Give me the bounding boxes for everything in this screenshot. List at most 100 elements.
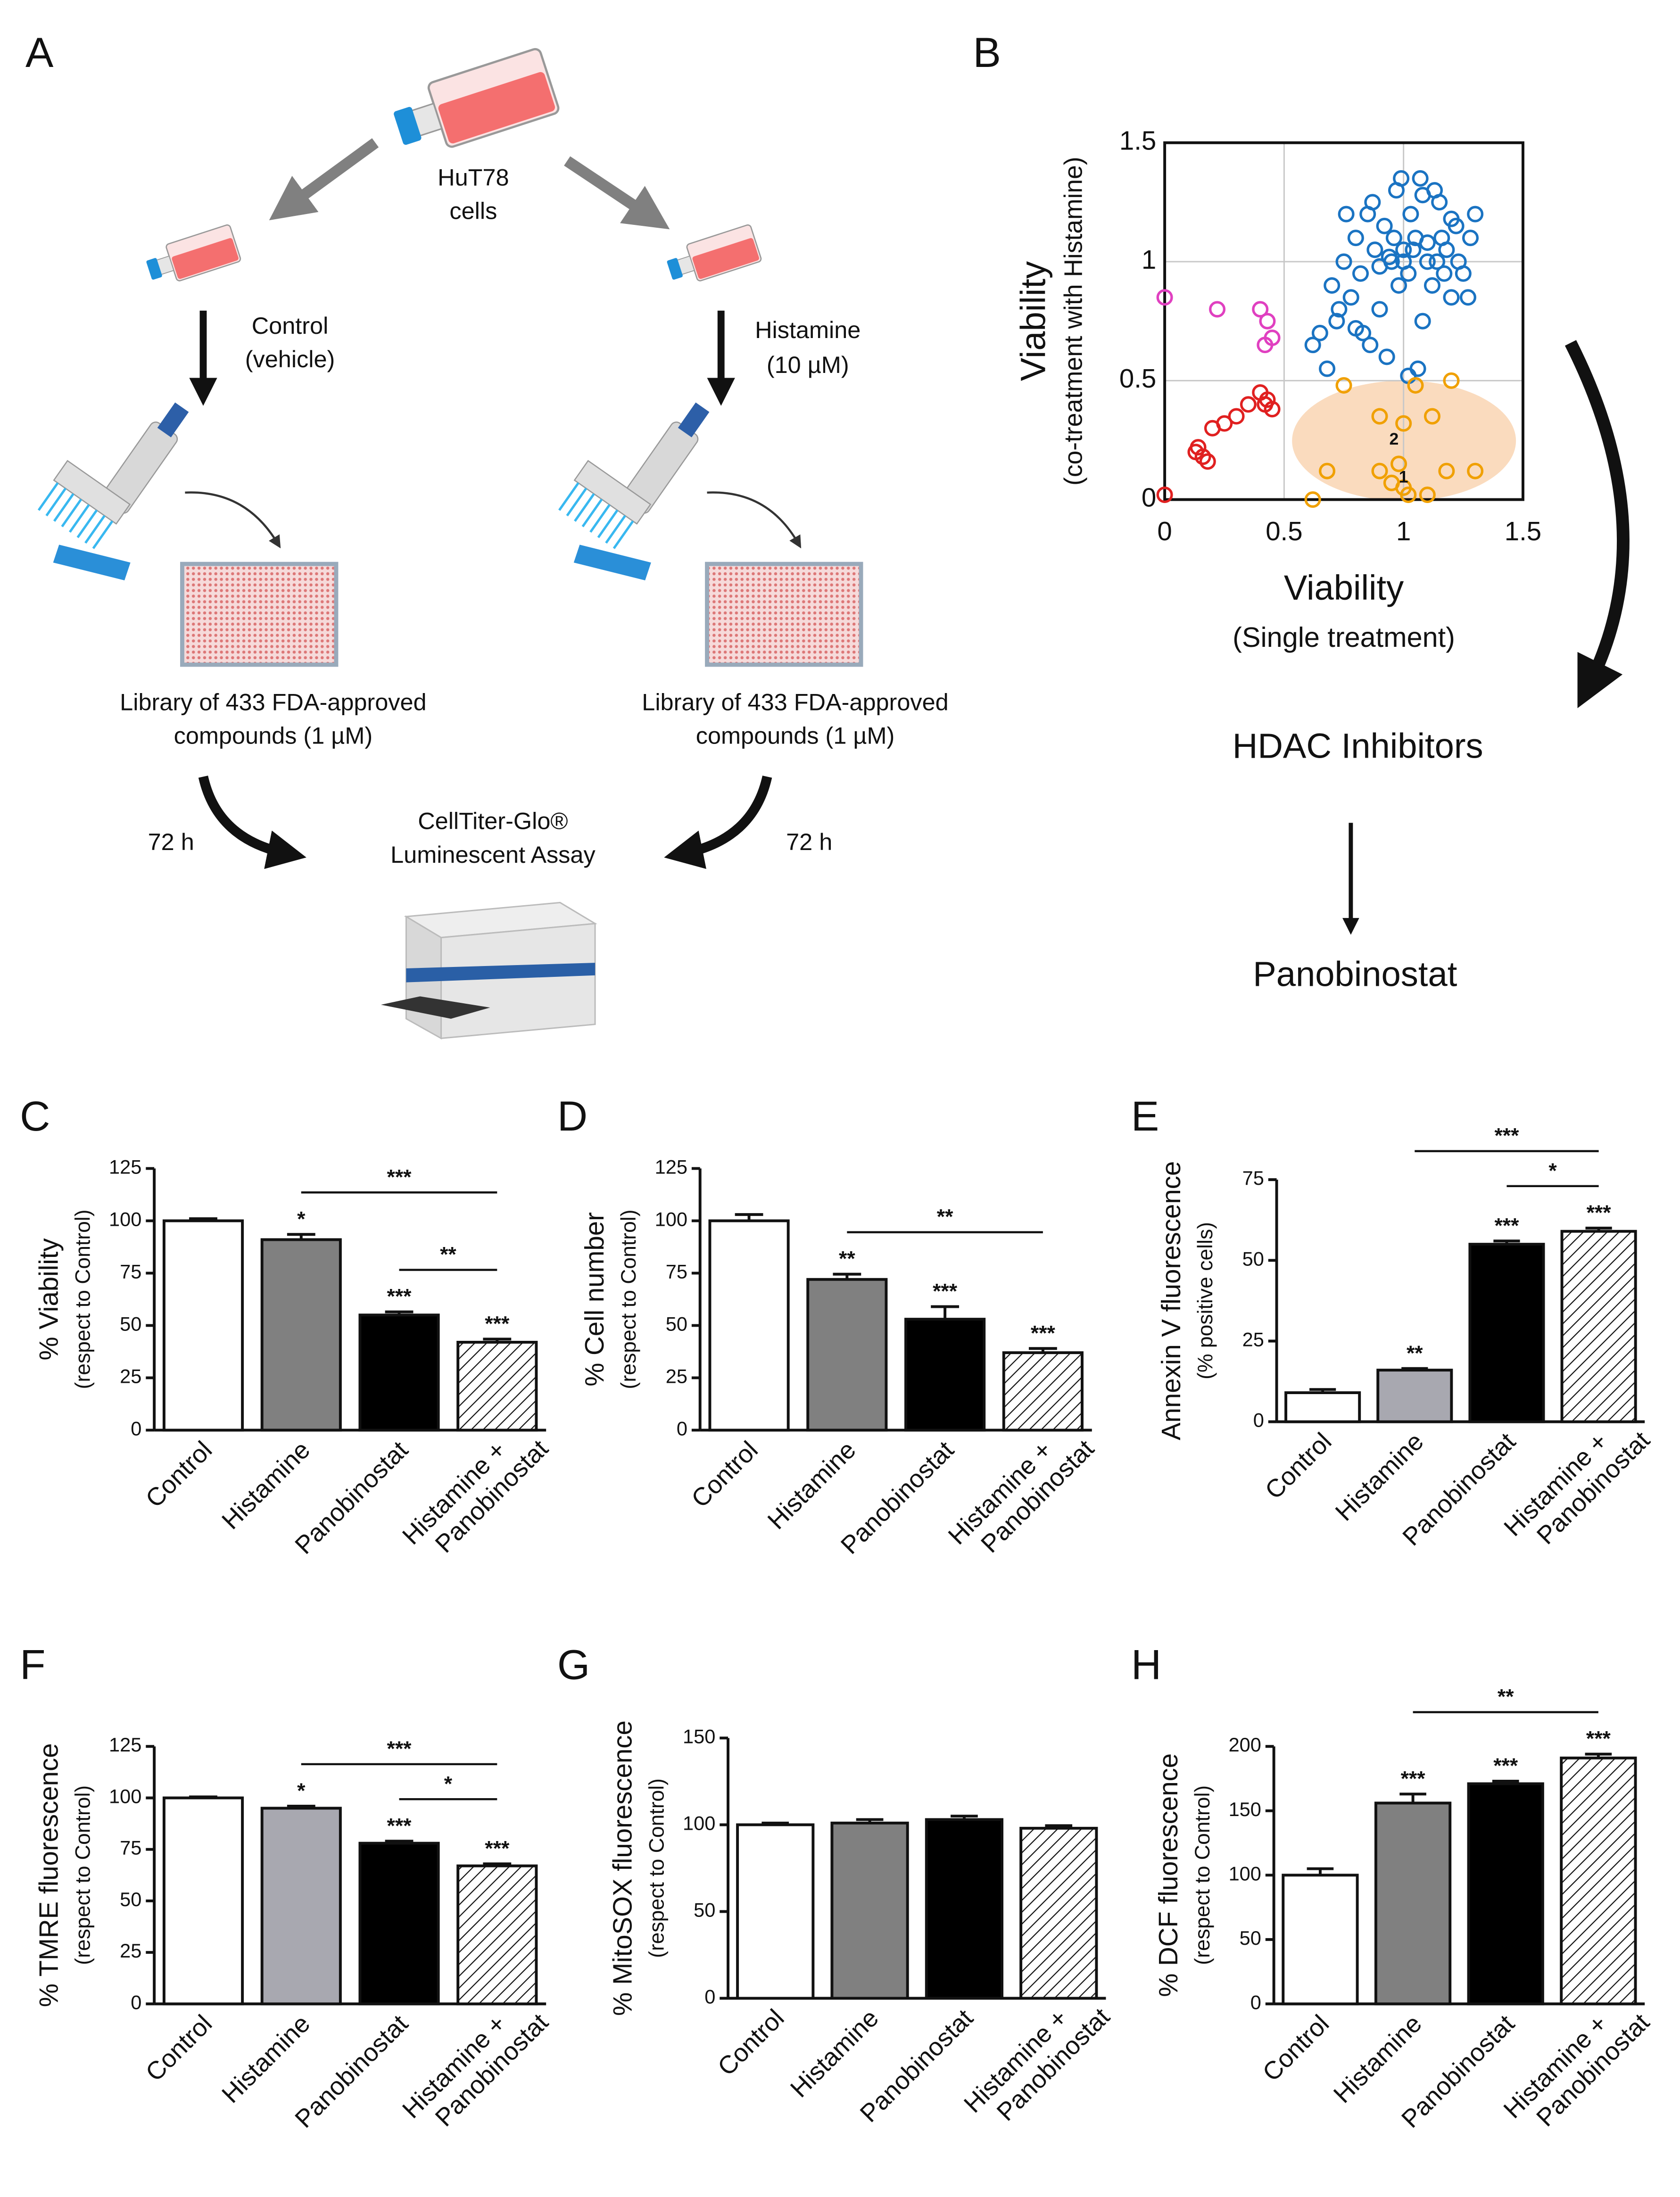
x-tick-label: Control [141, 2010, 217, 2087]
y-tick-label: 50 [120, 1888, 141, 1910]
point [1259, 391, 1276, 408]
x-tick-label: Control [686, 1436, 763, 1513]
y-tick-label: 150 [1229, 1798, 1261, 1820]
bar [456, 1340, 538, 1432]
point [1338, 206, 1355, 223]
arrow [269, 138, 379, 221]
y-axis-label: (respect to Control) [1191, 1785, 1214, 1965]
y-tick-label: 100 [109, 1208, 141, 1230]
significance: *** [1587, 1201, 1612, 1224]
point [1199, 453, 1216, 470]
panel-label: A [25, 29, 54, 76]
x-tick-label: 1.5 [1505, 516, 1541, 546]
point [1328, 313, 1345, 330]
x-tick-label: Histamine [785, 2004, 884, 2103]
significance: *** [1401, 1767, 1426, 1790]
panel-label: D [557, 1092, 588, 1140]
point [1405, 241, 1422, 258]
point [1436, 265, 1453, 282]
comparison-label: *** [387, 1165, 412, 1189]
y-tick-label: 125 [109, 1734, 141, 1756]
y-tick-label: 100 [655, 1208, 687, 1230]
x-tick-label: Control [712, 2004, 789, 2081]
point [1319, 360, 1336, 377]
arrow [185, 491, 281, 549]
bar [1284, 1391, 1361, 1423]
y-tick-label: 25 [120, 1365, 141, 1387]
bar [260, 1238, 342, 1432]
panel-label: E [1131, 1092, 1159, 1140]
workflow-text: Library of 433 FDA-approved [120, 688, 426, 715]
point [1362, 337, 1379, 354]
y-tick-label: 50 [694, 1899, 715, 1921]
point [1371, 258, 1388, 275]
point [1381, 248, 1398, 265]
significance: *** [1494, 1214, 1519, 1237]
point [1412, 170, 1429, 187]
x-tick-label: 1 [1396, 516, 1411, 546]
y-tick-label: 25 [666, 1365, 687, 1387]
y-axis-label: % Viability [33, 1238, 63, 1361]
bar [1282, 1874, 1359, 2006]
x-tick-label: Histamine + Panobinostat [397, 1988, 554, 2144]
point [1352, 265, 1369, 282]
panel-label: C [20, 1092, 50, 1140]
panel-label: F [20, 1641, 45, 1688]
point [1385, 230, 1402, 247]
workflow-text: cells [449, 197, 497, 224]
workflow-text: 72 h [786, 828, 832, 855]
point [1259, 313, 1276, 330]
x-axis-label: Viability [1284, 568, 1404, 607]
point [1335, 377, 1352, 394]
y-tick-label: 100 [109, 1785, 141, 1807]
significance: *** [387, 1285, 412, 1308]
y-tick-label: 0 [677, 1417, 687, 1439]
y-axis-label: % DCF fluorescence [1153, 1753, 1183, 1997]
point [1450, 253, 1467, 270]
y-tick-label: 0 [131, 1417, 141, 1439]
reader-stripe [406, 963, 596, 983]
point [1395, 253, 1412, 270]
comparison-label: ** [1498, 1685, 1514, 1709]
y-axis-label: (co-treatment with Histamine) [1059, 157, 1087, 485]
y-axis-label: % Cell number [579, 1212, 609, 1387]
y-tick-label: 125 [655, 1156, 687, 1178]
panel-label: B [973, 29, 1001, 76]
x-tick-label: Histamine + Panobinostat [397, 1414, 554, 1571]
workflow-text: (10 µM) [767, 351, 849, 378]
x-tick-label: Histamine + Panobinostat [1499, 1406, 1655, 1562]
y-tick-label: 125 [109, 1156, 141, 1178]
arrow [198, 776, 306, 869]
annotation: 2 [1390, 429, 1399, 448]
y-tick-label: 75 [120, 1837, 141, 1859]
bar [1019, 1826, 1098, 2000]
significance: *** [1586, 1727, 1611, 1751]
bar [1002, 1351, 1084, 1432]
y-tick-label: 1 [1142, 245, 1156, 274]
annotation: 1 [1399, 468, 1408, 487]
y-tick-label: 50 [1240, 1927, 1261, 1949]
pipette [559, 403, 709, 580]
point [1264, 329, 1281, 347]
x-tick-label: Histamine + Panobinostat [959, 1982, 1115, 2139]
y-tick-label: 0.5 [1119, 363, 1156, 393]
y-tick-label: 75 [1242, 1167, 1264, 1189]
bar [1467, 1782, 1544, 2006]
y-tick-label: 100 [683, 1812, 715, 1834]
x-tick-label: Histamine + Panobinostat [1498, 1988, 1655, 2144]
point [1390, 277, 1407, 294]
comparison-label: ** [440, 1243, 456, 1266]
significance: *** [1031, 1322, 1056, 1345]
point [1156, 289, 1173, 306]
x-tick-label: Control [1258, 2010, 1334, 2087]
y-tick-label: 0 [704, 1985, 715, 2007]
bar [358, 1313, 440, 1432]
y-tick-label: 200 [1229, 1734, 1261, 1756]
bar [1376, 1369, 1453, 1423]
point [1433, 230, 1450, 247]
bar [708, 1219, 790, 1432]
point [1414, 187, 1431, 204]
point [1209, 301, 1226, 318]
point [1371, 463, 1388, 479]
